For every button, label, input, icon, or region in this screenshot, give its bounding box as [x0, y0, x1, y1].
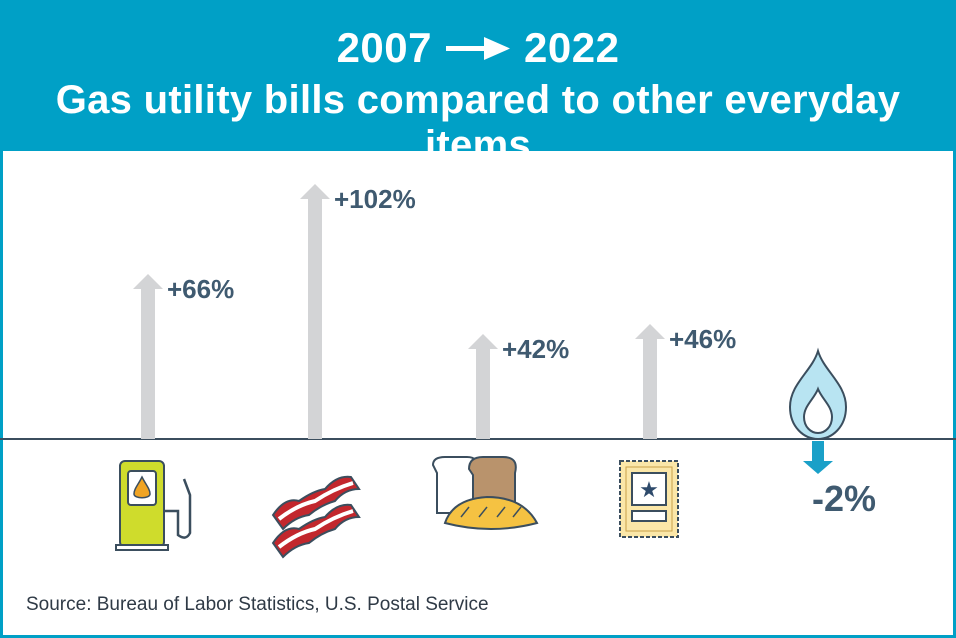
- source-note: Source: Bureau of Labor Statistics, U.S.…: [26, 594, 489, 615]
- gas-flame-icon: [788, 347, 848, 441]
- bread-icon: [431, 456, 539, 530]
- bacon-icon: [271, 475, 361, 559]
- bar: [643, 338, 657, 439]
- year-start: 2007: [336, 24, 432, 71]
- header-banner: 2007 2022 Gas utility bills compared to …: [0, 0, 956, 167]
- bar-group: +102%: [300, 184, 416, 439]
- bar-group: +66%: [133, 274, 234, 439]
- bar: [476, 348, 490, 439]
- bar-group: -2%: [788, 347, 876, 519]
- bar-arrowhead: [468, 334, 498, 349]
- data-label: +102%: [334, 184, 416, 214]
- bar-arrowhead: [635, 324, 665, 339]
- bar-arrowhead: [300, 184, 330, 199]
- gas-pump-icon: [115, 460, 192, 551]
- data-label: +42%: [502, 334, 569, 364]
- page-title: Gas utility bills compared to other ever…: [55, 78, 901, 167]
- data-label: +46%: [669, 324, 736, 354]
- title-years: 2007 2022: [0, 24, 956, 72]
- data-label: -2%: [812, 478, 876, 519]
- right-arrow-icon: [446, 37, 510, 60]
- postage-stamp-icon: ★: [619, 460, 679, 538]
- bar-arrowhead: [803, 461, 833, 474]
- bar: [141, 288, 155, 439]
- svg-text:★: ★: [639, 478, 659, 503]
- chart: +66% +102% +42% +46% -2% ★: [0, 184, 956, 559]
- year-end: 2022: [524, 24, 620, 71]
- bar-group: +46%: [635, 324, 736, 439]
- bar: [308, 198, 322, 439]
- data-label: +66%: [167, 274, 234, 304]
- bar-arrowhead: [133, 274, 163, 289]
- bar: [812, 441, 824, 464]
- bar-group: +42%: [468, 334, 569, 439]
